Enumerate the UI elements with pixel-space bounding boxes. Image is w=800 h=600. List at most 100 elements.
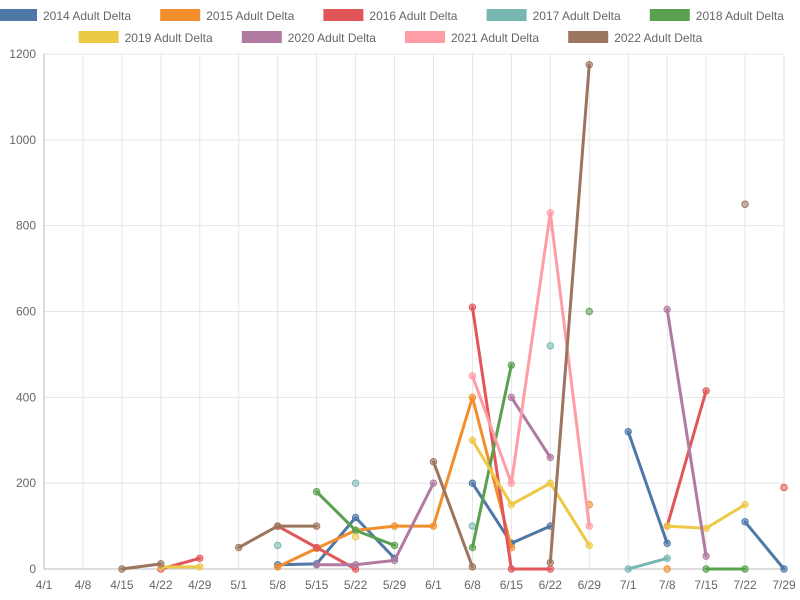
data-point: [468, 372, 477, 380]
series-group: [118, 61, 788, 573]
legend-item-2017-adult-delta[interactable]: 2017 Adult Delta: [486, 9, 621, 23]
x-tick-label: 5/15: [305, 578, 329, 592]
x-tick-label: 7/29: [772, 578, 796, 592]
x-tick-label: 4/15: [110, 578, 134, 592]
data-point: [390, 541, 399, 550]
data-point: [118, 565, 126, 573]
series-line: [470, 211, 591, 528]
series-2021-adult-delta: [468, 209, 593, 530]
data-point: [546, 479, 555, 487]
series-line: [665, 389, 708, 528]
series-2014-adult-delta: [273, 427, 788, 573]
grid: [43, 53, 785, 570]
data-point: [507, 361, 516, 369]
legend-item-2014-adult-delta[interactable]: 2014 Adult Delta: [0, 9, 131, 23]
legend-item-2019-adult-delta[interactable]: 2019 Adult Delta: [78, 31, 213, 45]
data-point: [702, 524, 710, 532]
y-tick-label: 1200: [9, 47, 36, 61]
data-point: [196, 563, 204, 571]
data-point: [351, 526, 360, 535]
legend-label: 2017 Adult Delta: [533, 9, 621, 23]
legend-item-2020-adult-delta[interactable]: 2020 Adult Delta: [241, 31, 376, 45]
data-point: [196, 554, 204, 562]
data-point: [663, 522, 671, 530]
x-tick-label: 7/8: [659, 578, 676, 592]
data-point: [741, 518, 749, 526]
axes: [43, 54, 784, 570]
data-point: [351, 533, 360, 541]
series-line: [665, 307, 708, 558]
x-tick-label: 6/1: [425, 578, 442, 592]
x-tick-label: 5/29: [383, 578, 407, 592]
legend-label: 2020 Adult Delta: [288, 31, 376, 45]
y-tick-label: 0: [29, 562, 36, 576]
data-point: [741, 200, 749, 208]
data-point: [507, 565, 516, 573]
legend-swatch: [241, 31, 282, 43]
data-point: [663, 305, 671, 314]
data-point: [663, 554, 671, 562]
series-line: [626, 556, 669, 571]
data-point: [624, 427, 632, 436]
legend-swatch: [160, 9, 201, 21]
data-point: [273, 541, 282, 550]
data-point: [312, 561, 321, 569]
x-tick-label: 4/8: [75, 578, 92, 592]
data-point: [507, 500, 516, 509]
y-tick-label: 400: [16, 390, 36, 404]
data-point: [273, 522, 282, 530]
data-point: [507, 479, 516, 487]
series-line: [120, 562, 163, 571]
legend-item-2018-adult-delta[interactable]: 2018 Adult Delta: [649, 9, 784, 23]
legend-swatch: [568, 31, 609, 43]
x-tick-label: 7/1: [620, 578, 637, 592]
data-point: [468, 563, 477, 571]
series-line: [548, 63, 591, 565]
data-point: [546, 453, 555, 462]
data-point: [663, 539, 671, 547]
x-tick-label: 4/1: [36, 578, 53, 592]
x-tick-label: 6/8: [464, 578, 481, 592]
x-tick-label: 6/29: [578, 578, 602, 592]
legend-swatch: [649, 9, 690, 21]
legend-swatch: [405, 31, 445, 43]
series-line: [626, 430, 669, 545]
series-2019-adult-delta: [157, 436, 749, 571]
data-point: [312, 488, 321, 496]
legend-item-2022-adult-delta[interactable]: 2022 Adult Delta: [568, 31, 703, 45]
data-point: [468, 479, 477, 487]
data-point: [780, 565, 788, 573]
data-point: [702, 565, 710, 573]
data-point: [780, 483, 788, 492]
legend-item-2015-adult-delta[interactable]: 2015 Adult Delta: [160, 9, 295, 23]
x-tick-label: 6/22: [539, 578, 563, 592]
data-point: [702, 387, 710, 395]
legend[interactable]: 2014 Adult Delta 2015 Adult Delta 2016 Adu…: [0, 9, 784, 45]
data-point: [585, 541, 593, 550]
legend-item-2021-adult-delta[interactable]: 2021 Adult Delta: [405, 31, 539, 45]
series-line: [315, 481, 435, 567]
data-point: [429, 458, 438, 466]
data-point: [468, 522, 477, 530]
legend-label: 2016 Adult Delta: [369, 9, 457, 23]
data-point: [468, 543, 477, 552]
data-point: [585, 522, 593, 530]
series-line: [743, 520, 786, 571]
series-2018-adult-delta: [312, 307, 749, 573]
data-point: [351, 513, 360, 522]
x-tick-label: 7/15: [694, 578, 718, 592]
y-tick-label: 200: [16, 476, 36, 490]
x-tick-label: 4/22: [149, 578, 173, 592]
legend-item-2016-adult-delta[interactable]: 2016 Adult Delta: [323, 9, 458, 23]
legend-swatch: [323, 9, 364, 21]
data-point: [273, 563, 282, 571]
series-line: [431, 460, 474, 569]
data-point: [351, 561, 360, 569]
data-point: [429, 479, 438, 487]
data-point: [468, 436, 477, 444]
x-tick-label: 7/22: [733, 578, 757, 592]
legend-label: 2022 Adult Delta: [614, 31, 702, 45]
data-point: [546, 558, 555, 567]
data-point: [585, 61, 593, 69]
